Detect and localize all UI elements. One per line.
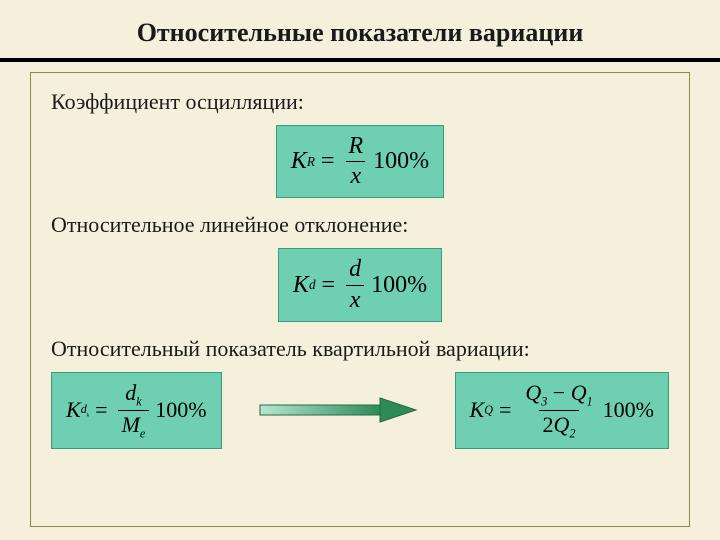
- num-op: −: [553, 380, 565, 405]
- label-oscillation: Коэффициент осцилляции:: [51, 89, 669, 115]
- content-box: Коэффициент осцилляции: KR = R x 100% От…: [30, 72, 690, 527]
- den-var: M: [122, 412, 140, 437]
- num-b: Q: [571, 380, 587, 405]
- num-sub: k: [136, 394, 141, 408]
- horizontal-rule: [0, 58, 720, 62]
- label-quartile: Относительный показатель квартильной вар…: [51, 336, 669, 362]
- num-a-sub: 3: [541, 394, 547, 408]
- formula-row-oscillation: KR = R x 100%: [51, 125, 669, 198]
- equals-sign: =: [322, 272, 336, 299]
- num-a: Q: [525, 380, 541, 405]
- tail: 100%: [155, 397, 206, 423]
- formula-linear-deviation: Kd = d x 100%: [278, 248, 442, 321]
- equals-sign: =: [95, 397, 107, 423]
- lhs-sub: Q: [484, 403, 493, 418]
- equals-sign: =: [499, 397, 511, 423]
- num-var: d: [125, 380, 136, 405]
- arrow-icon: [258, 396, 418, 424]
- denominator: 2Q2: [539, 410, 580, 440]
- lhs-var: K: [66, 397, 81, 423]
- lhs-sub: dk: [81, 402, 89, 418]
- lhs-var: K: [293, 272, 309, 299]
- lhs-sub: R: [307, 154, 315, 170]
- numerator: R: [344, 134, 367, 161]
- slide: Относительные показатели вариации Коэффи…: [0, 0, 720, 540]
- numerator: dk: [121, 381, 145, 410]
- denominator: x: [346, 285, 365, 313]
- numerator: d: [345, 257, 365, 284]
- quartile-row: Kdk = dk Me 100% KQ: [51, 372, 669, 449]
- den-coeff: 2: [543, 412, 554, 437]
- fraction: R x: [344, 134, 367, 189]
- den-sub: e: [140, 426, 145, 440]
- tail: 100%: [371, 272, 427, 299]
- formula-quartile-right: KQ = Q3 − Q1 2Q2 100%: [455, 372, 669, 449]
- formula-quartile-left: Kdk = dk Me 100%: [51, 372, 222, 449]
- denominator: Me: [118, 410, 150, 440]
- tail: 100%: [373, 148, 429, 175]
- lhs-var: K: [470, 397, 485, 423]
- num-b-sub: 1: [587, 394, 593, 408]
- lhs-subsub: k: [87, 413, 89, 419]
- fraction: Q3 − Q1 2Q2: [521, 381, 596, 440]
- den-var: Q: [554, 412, 570, 437]
- denominator: x: [346, 161, 365, 189]
- den-sub: 2: [569, 426, 575, 440]
- equals-sign: =: [321, 148, 335, 175]
- lhs-var: K: [291, 148, 307, 175]
- fraction: dk Me: [118, 381, 150, 440]
- numerator: Q3 − Q1: [521, 381, 596, 410]
- lhs-sub: d: [309, 277, 316, 293]
- label-linear-deviation: Относительное линейное отклонение:: [51, 212, 669, 238]
- fraction: d x: [345, 257, 365, 312]
- tail: 100%: [603, 397, 654, 423]
- formula-oscillation: KR = R x 100%: [276, 125, 444, 198]
- formula-row-linear: Kd = d x 100%: [51, 248, 669, 321]
- page-title: Относительные показатели вариации: [0, 18, 720, 48]
